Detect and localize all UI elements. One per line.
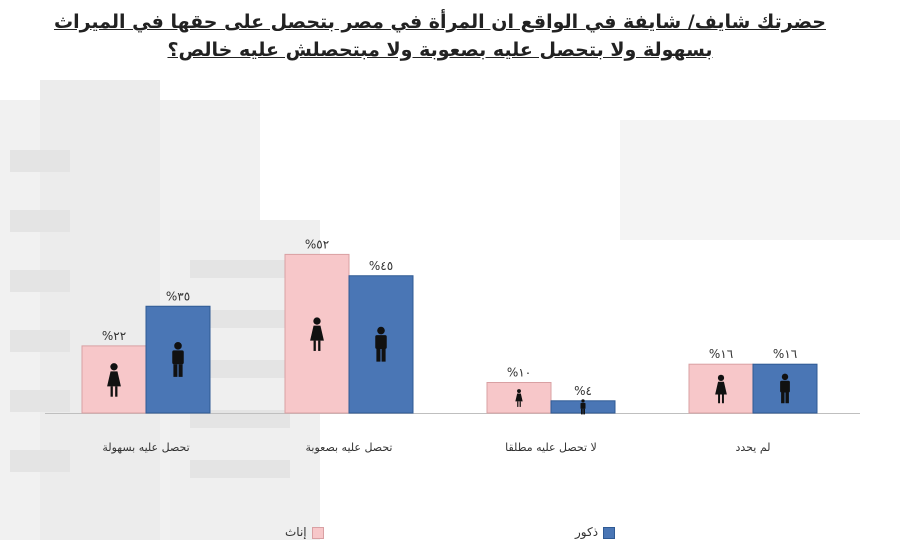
chart-title: حضرتك شايف/ شايفة في الواقع ان المرأة في… (53, 11, 826, 61)
data-label-male-4: %١٦ (773, 347, 797, 361)
legend-label-female: إناث (285, 525, 307, 539)
female-figure-icon (107, 363, 121, 397)
legend-item-female: إناث (285, 525, 324, 539)
male-figure-icon (375, 326, 387, 362)
male-figure-icon (172, 342, 184, 377)
legend-swatch-male (603, 526, 616, 539)
male-figure-icon (780, 373, 790, 404)
data-label-male-1: %٣٥ (166, 289, 190, 303)
data-label-female-2: %٥٢ (305, 237, 329, 251)
legend-swatch-female (311, 526, 324, 539)
category-label-1: تحصل عليه بسهولة (102, 441, 189, 454)
data-label-female-3: %١٠ (507, 366, 531, 380)
data-label-female-1: %٢٢ (102, 329, 126, 343)
data-label-female-4: %١٦ (709, 347, 733, 361)
category-label-2: تحصل عليه بصعوبة (306, 441, 393, 454)
female-figure-icon (715, 374, 727, 404)
legend-item-male: ذكور (575, 525, 616, 539)
female-figure-icon (310, 317, 324, 351)
data-label-male-3: %٤ (574, 384, 592, 398)
legend-label-male: ذكور (575, 525, 599, 539)
female-figure-icon (515, 389, 523, 407)
category-label-4: لم يحدد (735, 441, 770, 454)
male-figure-icon (580, 399, 586, 415)
data-label-male-2: %٤٥ (369, 259, 393, 273)
category-label-3: لا تحصل عليه مطلقا (505, 441, 597, 454)
background-building-image (0, 80, 900, 540)
